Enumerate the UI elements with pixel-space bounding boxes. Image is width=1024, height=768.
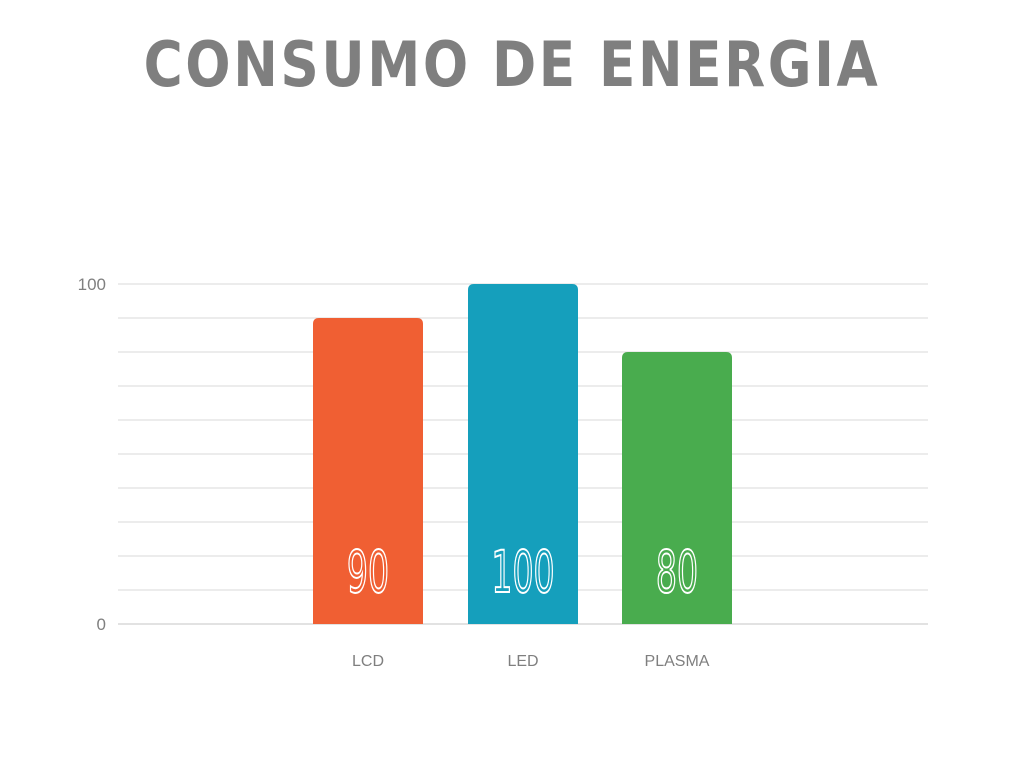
chart-title: CONSUMO DE ENERGIA <box>143 28 881 101</box>
bar-lcd <box>313 318 423 624</box>
bar-value-label: 90 <box>347 539 389 606</box>
bar-value-label: 100 <box>491 539 554 606</box>
x-axis-labels: LCD LED PLASMA <box>352 653 710 670</box>
bar-plasma <box>622 352 732 624</box>
bar-led <box>468 284 578 624</box>
y-tick-label: 100 <box>78 275 106 294</box>
bars: 90 100 80 <box>313 284 732 624</box>
category-label: LCD <box>352 653 384 670</box>
y-tick-label: 0 <box>97 615 106 634</box>
category-label: LED <box>507 653 538 670</box>
category-label: PLASMA <box>645 653 710 670</box>
bar-value-label: 80 <box>656 539 698 606</box>
y-axis-ticks: 100 0 <box>78 275 106 634</box>
